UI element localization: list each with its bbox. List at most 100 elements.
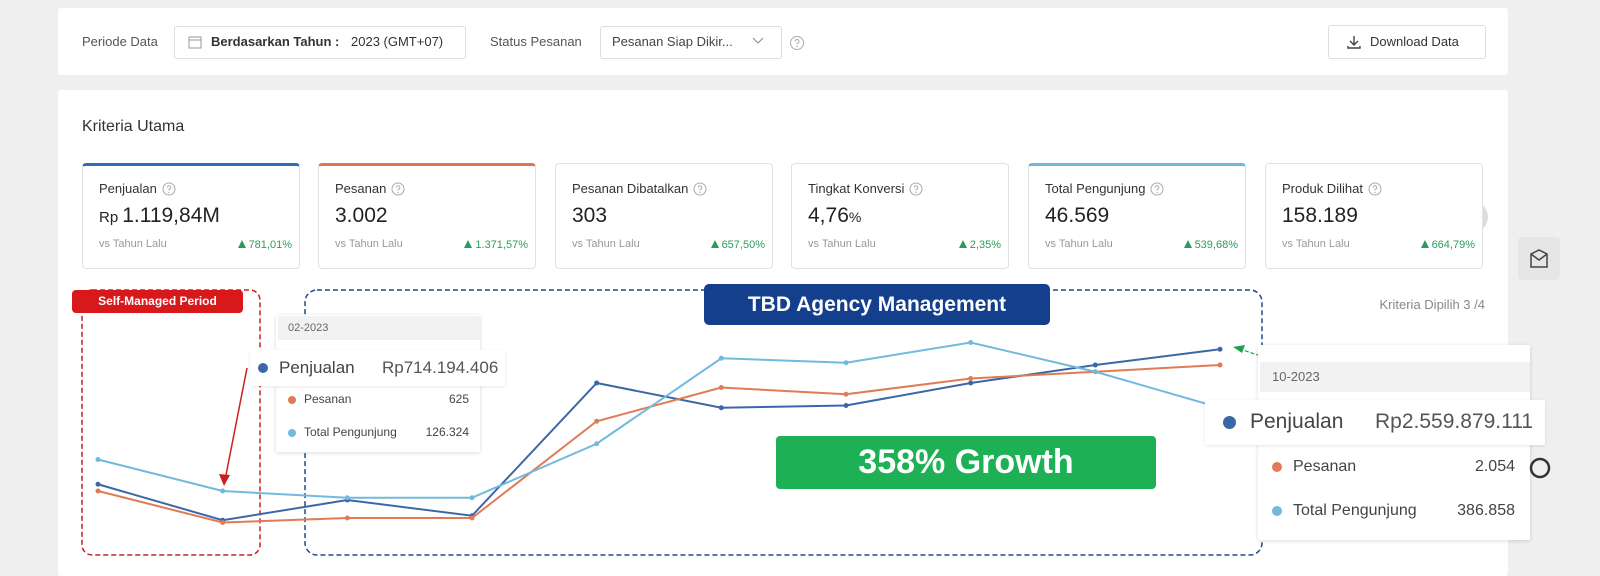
kpi-change: 2,35%: [958, 239, 1001, 251]
kpi-compare: vs Tahun Lalu: [572, 238, 640, 250]
data-point: [968, 376, 974, 381]
help-icon[interactable]: [162, 182, 176, 196]
tooltip-series: Pesanan: [1293, 458, 1357, 475]
kpi-label: Tingkat Konversi: [808, 181, 905, 196]
kpi-change-value: 2,35%: [969, 239, 1001, 251]
series-line: [97, 341, 1221, 499]
data-point: [594, 418, 600, 424]
help-icon[interactable]: [789, 35, 805, 51]
data-point: [843, 360, 849, 366]
kpi-card[interactable]: [1265, 163, 1483, 269]
help-icon[interactable]: [391, 182, 405, 196]
kpi-label: Pesanan Dibatalkan: [572, 181, 689, 196]
help-icon[interactable]: [909, 182, 923, 196]
kpi-value-row: 4,76%: [808, 204, 861, 228]
kpi-compare: vs Tahun Lalu: [335, 238, 403, 250]
series-line: [97, 348, 1221, 522]
data-point: [344, 495, 350, 501]
kpi-change-value: 657,50%: [721, 239, 765, 251]
red-arrowhead: [219, 474, 230, 486]
tooltip-value: Rp2.559.879.111: [1375, 410, 1534, 433]
kpi-value-row: 3.002: [335, 204, 388, 228]
up-triangle: [710, 240, 719, 248]
tooltip-series: Total Pengunjung: [304, 425, 397, 439]
up-triangle: [958, 240, 967, 248]
side-icon[interactable]: [1528, 452, 1558, 484]
kpi-label: Pesanan: [335, 181, 387, 196]
period-year: 2023 (GMT+07): [351, 34, 444, 49]
help-icon[interactable]: [1150, 182, 1164, 196]
kpi-label: Produk Dilihat: [1282, 181, 1363, 196]
tooltip-series: Pesanan: [304, 392, 352, 406]
kpi-value: 3.002: [335, 204, 388, 227]
legend-dot: [1272, 462, 1282, 472]
kpi-change: 781,01%: [237, 239, 292, 251]
green-arrowhead: [1233, 345, 1245, 353]
data-point: [594, 380, 600, 386]
legend-dot: [258, 363, 268, 373]
tooltip-value: 126.324: [425, 425, 469, 439]
download-button[interactable]: [1328, 25, 1486, 59]
tooltip-series: Total Pengunjung: [1293, 502, 1417, 519]
kpi-change-value: 781,01%: [248, 239, 292, 251]
kpi-card[interactable]: [555, 163, 773, 269]
kpi-value-row: 303: [572, 204, 607, 228]
kpi-card[interactable]: [791, 163, 1009, 269]
legend-dot: [1223, 416, 1236, 429]
data-point: [1217, 362, 1223, 368]
tooltip-series: Penjualan: [279, 358, 355, 377]
up-triangle: [464, 240, 473, 248]
data-point: [718, 355, 724, 361]
data-point: [469, 515, 475, 521]
kpi-label: Penjualan: [99, 181, 157, 196]
status-select[interactable]: [600, 26, 782, 59]
kpi-value-row: Rp 1.119,84M: [99, 204, 220, 228]
tooltip-highlight: [1205, 400, 1545, 445]
kpi-compare: vs Tahun Lalu: [99, 238, 167, 250]
tooltip-value: Rp714.194.406: [382, 358, 499, 377]
kpi-change: 1.371,57%: [464, 239, 528, 251]
kpi-label: Total Pengunjung: [1045, 181, 1146, 196]
kpi-card[interactable]: [1028, 163, 1246, 269]
self-managed-box: [81, 289, 261, 556]
kpi-unit: %: [848, 209, 862, 225]
red-arrow: [224, 367, 248, 481]
data-point: [220, 520, 226, 525]
kpi-compare: vs Tahun Lalu: [808, 238, 876, 250]
help-icon[interactable]: [1368, 182, 1382, 196]
kpi-change-value: 539,68%: [1194, 239, 1238, 251]
download-label: Download Data: [1370, 34, 1459, 49]
help-icon[interactable]: [693, 182, 707, 196]
period-select[interactable]: [174, 26, 466, 59]
section-title: Kriteria Utama: [82, 118, 185, 135]
up-triangle: [237, 240, 246, 248]
kpi-value: 303: [572, 204, 608, 227]
data-point: [469, 495, 475, 501]
tooltip-value: 386.858: [1457, 502, 1515, 519]
side-button[interactable]: [1518, 237, 1560, 280]
kpi-value-row: 46.569: [1045, 204, 1109, 228]
legend-dot: [288, 396, 296, 404]
legend-dot: [288, 429, 296, 437]
selected-count: Kriteria Dipilih 3 /4: [1379, 297, 1486, 312]
kpi-prefix: Rp: [99, 209, 119, 226]
status-value: Pesanan Siap Dikir...: [612, 34, 733, 49]
kpi-card[interactable]: [82, 163, 300, 269]
data-point: [95, 481, 101, 487]
kpi-change: 664,79%: [1420, 239, 1475, 251]
kpi-compare: vs Tahun Lalu: [1282, 238, 1350, 250]
legend-dot: [1272, 506, 1282, 516]
data-point: [220, 488, 226, 494]
data-point: [1092, 362, 1098, 368]
kpi-value: 4,76: [808, 204, 849, 227]
self-managed-label: Self-Managed Period: [72, 290, 243, 313]
calendar-icon: [188, 36, 202, 49]
tooltip-value: 625: [448, 392, 469, 406]
data-point: [1217, 346, 1223, 352]
data-point: [1092, 369, 1098, 375]
agency-label: TBD Agency Management: [704, 284, 1050, 325]
chat-icon: [1530, 249, 1548, 268]
kpi-card[interactable]: [318, 163, 536, 269]
data-point: [95, 488, 101, 494]
